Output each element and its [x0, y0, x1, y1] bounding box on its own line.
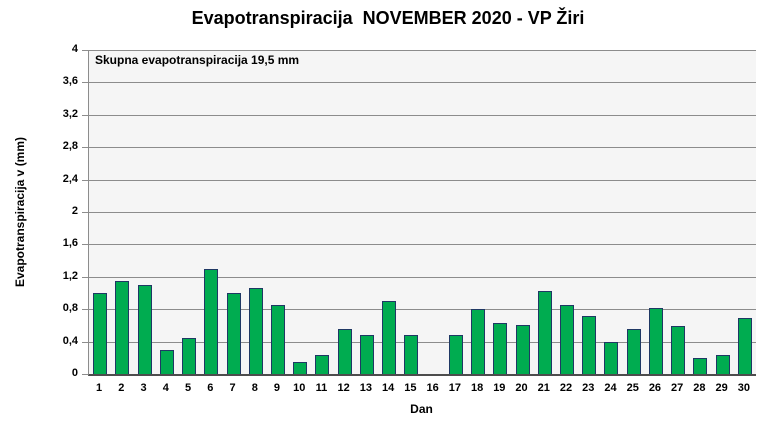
x-tick-label: 17 — [448, 382, 461, 394]
x-tick-label: 8 — [251, 382, 258, 394]
y-tick-mark — [82, 276, 88, 278]
x-tick-label: 29 — [715, 382, 728, 394]
bar-day-1 — [93, 293, 108, 374]
y-tick-mark — [82, 244, 88, 246]
bar-day-30 — [737, 318, 752, 374]
x-tick-label: 25 — [626, 382, 639, 394]
y-tick-label: 1,6 — [62, 237, 78, 250]
gridline — [89, 341, 756, 343]
x-tick-label: 11 — [315, 382, 328, 394]
y-tick-mark — [82, 147, 88, 149]
total-annotation: Skupna evapotranspiracija 19,5 mm — [95, 53, 300, 67]
gridline — [89, 147, 756, 149]
y-tick-mark — [82, 374, 88, 375]
bar-day-26 — [648, 308, 663, 374]
x-tick-label: 19 — [493, 382, 506, 394]
x-tick-label: 18 — [470, 382, 484, 394]
gridline — [89, 309, 756, 311]
bar-day-5 — [182, 338, 197, 374]
y-tick-mark — [82, 82, 88, 84]
bar-day-17 — [448, 335, 463, 374]
bar-day-28 — [693, 357, 708, 374]
y-tick-label: 3,6 — [62, 75, 78, 88]
y-tick-label: 0,8 — [62, 302, 78, 315]
y-tick-label: 2 — [71, 205, 78, 217]
x-tick-label: 26 — [648, 382, 662, 394]
x-tick-label: 21 — [537, 382, 550, 394]
bar-day-21 — [537, 291, 552, 374]
x-tick-label: 9 — [273, 382, 281, 394]
bar-day-27 — [671, 326, 686, 374]
y-tick-mark — [82, 50, 88, 51]
x-tick-label: 12 — [337, 382, 350, 394]
x-tick-label: 7 — [229, 382, 236, 394]
plot-area: Skupna evapotranspiracija 19,5 mm — [88, 50, 756, 376]
y-tick-label: 2,8 — [62, 140, 78, 153]
bar-day-6 — [204, 268, 219, 374]
bar-day-19 — [493, 322, 508, 374]
x-tick-label: 27 — [671, 382, 684, 394]
x-tick-label: 13 — [359, 382, 373, 394]
bar-day-20 — [515, 325, 530, 374]
y-tick-mark — [82, 309, 88, 311]
gridline — [89, 244, 756, 246]
x-tick-label: 22 — [559, 382, 573, 394]
y-tick-mark — [82, 114, 88, 116]
bar-day-23 — [582, 315, 597, 374]
bar-day-7 — [226, 293, 241, 374]
x-tick-label: 16 — [426, 382, 439, 394]
y-tick-mark — [82, 341, 88, 343]
gridline — [89, 50, 756, 51]
gridline — [89, 212, 756, 213]
y-tick-label: 0,4 — [62, 334, 78, 347]
bar-day-14 — [382, 301, 397, 374]
bar-day-8 — [248, 288, 263, 374]
y-tick-label: 3,2 — [62, 107, 78, 120]
bar-day-9 — [270, 305, 285, 374]
gridline — [89, 179, 756, 181]
gridline — [89, 276, 756, 278]
bar-day-29 — [715, 354, 730, 374]
bar-day-2 — [115, 280, 130, 374]
y-tick-mark — [82, 212, 88, 213]
chart-title: Evapotranspiracija NOVEMBER 2020 - VP Ži… — [191, 8, 585, 28]
x-tick-label: 30 — [737, 382, 750, 394]
gridline — [89, 82, 756, 84]
x-tick-label: 5 — [184, 382, 192, 394]
y-tick-label: 4 — [71, 43, 78, 55]
x-tick-label: 28 — [693, 382, 706, 394]
x-tick-label: 3 — [140, 382, 147, 394]
bar-day-18 — [471, 309, 486, 374]
y-tick-label: 1,2 — [62, 269, 78, 282]
bar-day-25 — [626, 328, 641, 374]
bar-day-15 — [404, 335, 419, 374]
x-tick-label: 6 — [207, 382, 214, 394]
bar-day-4 — [159, 349, 174, 374]
x-tick-label: 4 — [162, 382, 169, 394]
bar-day-3 — [137, 284, 152, 374]
x-axis-title: Dan — [410, 402, 433, 416]
x-tick-label: 14 — [382, 382, 395, 394]
bar-day-12 — [337, 328, 352, 374]
bar-day-13 — [359, 335, 374, 374]
bar-day-22 — [560, 305, 575, 374]
bar-day-11 — [315, 354, 330, 374]
bar-day-10 — [293, 361, 308, 374]
y-tick-label: 2,4 — [62, 172, 78, 185]
x-tick-label: 24 — [604, 382, 617, 394]
bar-day-24 — [604, 341, 619, 374]
x-tick-label: 20 — [515, 382, 528, 394]
x-tick-label: 2 — [118, 382, 125, 394]
x-tick-label: 15 — [404, 382, 417, 394]
y-tick-mark — [82, 179, 88, 181]
gridline — [89, 114, 756, 116]
x-tick-label: 1 — [96, 382, 103, 394]
y-tick-label: 0 — [71, 367, 78, 379]
x-tick-label: 23 — [582, 382, 595, 394]
x-tick-label: 10 — [293, 382, 306, 394]
